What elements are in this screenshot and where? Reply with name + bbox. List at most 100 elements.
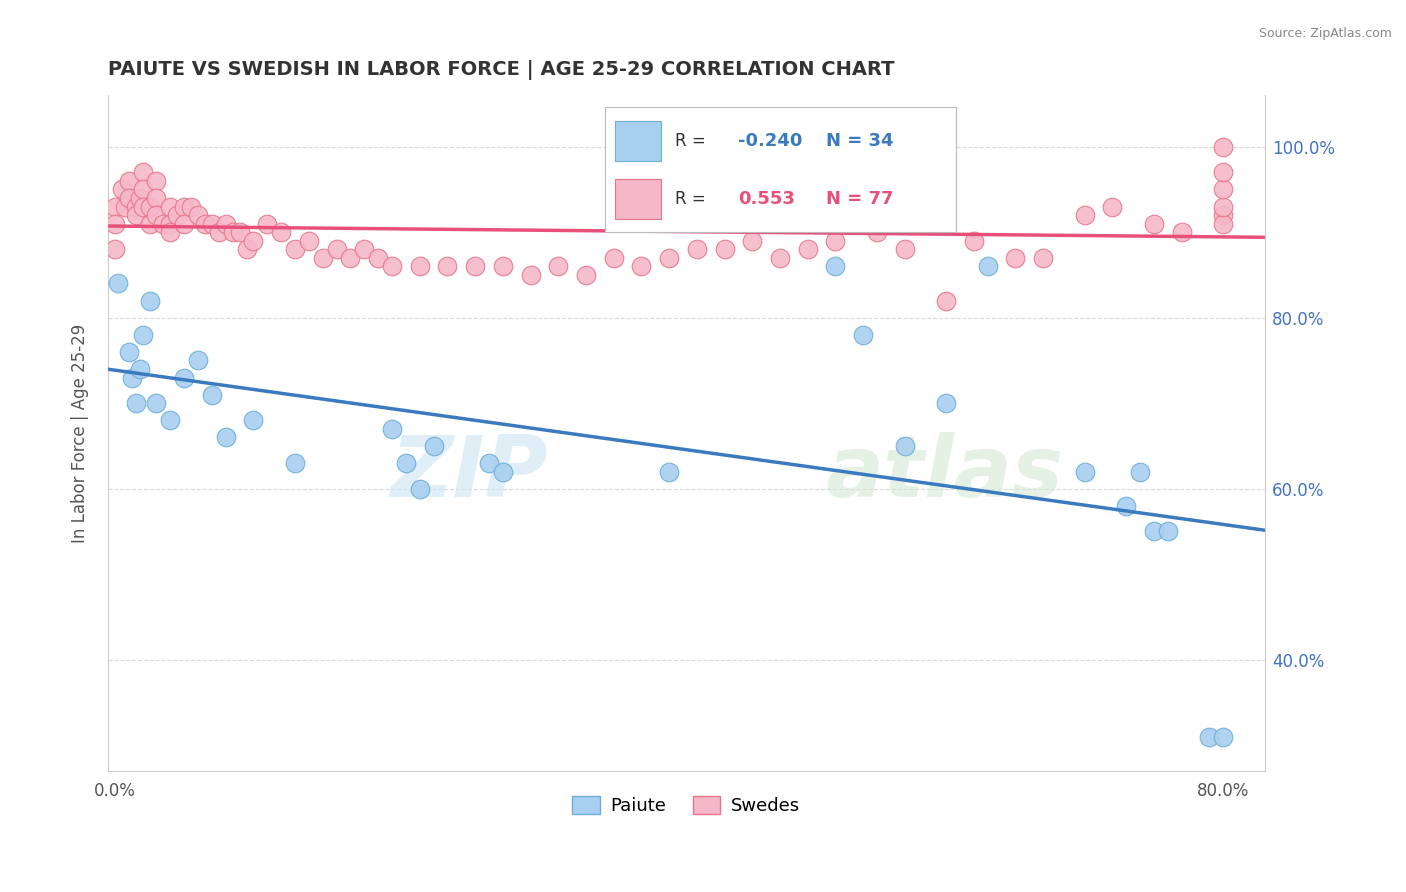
Point xyxy=(381,422,404,436)
Point xyxy=(325,242,347,256)
Point xyxy=(436,260,458,274)
Point xyxy=(963,234,986,248)
Point xyxy=(824,260,846,274)
Point xyxy=(1212,217,1234,231)
Point xyxy=(686,242,709,256)
Point xyxy=(118,174,141,188)
Point xyxy=(284,242,307,256)
Point xyxy=(602,251,624,265)
Point xyxy=(519,268,541,282)
Point xyxy=(138,200,160,214)
Point xyxy=(228,225,250,239)
Point xyxy=(367,251,389,265)
Point xyxy=(935,396,957,410)
Point xyxy=(935,293,957,308)
Point xyxy=(166,208,188,222)
Point xyxy=(187,353,209,368)
Point xyxy=(1073,208,1095,222)
Point xyxy=(235,242,257,256)
Point xyxy=(104,217,127,231)
Text: -0.240: -0.240 xyxy=(738,132,803,150)
Point xyxy=(107,277,129,291)
Point xyxy=(547,260,569,274)
Point xyxy=(1101,200,1123,214)
Point xyxy=(145,208,167,222)
Point xyxy=(201,387,224,401)
Point xyxy=(893,439,915,453)
Point xyxy=(464,260,486,274)
Point xyxy=(630,260,652,274)
Point xyxy=(111,182,134,196)
Text: PAIUTE VS SWEDISH IN LABOR FORCE | AGE 25-29 CORRELATION CHART: PAIUTE VS SWEDISH IN LABOR FORCE | AGE 2… xyxy=(108,60,894,79)
Point xyxy=(312,251,335,265)
Point xyxy=(1212,730,1234,744)
Point xyxy=(173,200,195,214)
Point xyxy=(478,456,501,470)
Point xyxy=(1212,208,1234,222)
Point xyxy=(118,344,141,359)
Point xyxy=(1157,524,1180,539)
Point xyxy=(1115,499,1137,513)
Text: R =: R = xyxy=(675,132,711,150)
Point xyxy=(145,174,167,188)
Point xyxy=(128,191,150,205)
Point xyxy=(173,217,195,231)
Point xyxy=(128,362,150,376)
Text: atlas: atlas xyxy=(825,432,1063,515)
Point xyxy=(194,217,217,231)
Point xyxy=(270,225,292,239)
Point xyxy=(852,327,875,342)
Point xyxy=(159,217,181,231)
Bar xyxy=(616,179,661,219)
Point xyxy=(1198,730,1220,744)
Point xyxy=(381,260,404,274)
Point xyxy=(1212,139,1234,153)
Point xyxy=(118,191,141,205)
Point xyxy=(713,242,735,256)
Point xyxy=(1143,217,1166,231)
Point xyxy=(131,182,153,196)
Text: Source: ZipAtlas.com: Source: ZipAtlas.com xyxy=(1258,27,1392,40)
Point xyxy=(187,208,209,222)
Point xyxy=(339,251,361,265)
Point xyxy=(284,456,307,470)
Text: ZIP: ZIP xyxy=(389,432,547,515)
Point xyxy=(125,396,148,410)
Point xyxy=(824,234,846,248)
Point xyxy=(866,225,889,239)
Point xyxy=(1073,465,1095,479)
Point xyxy=(104,200,127,214)
Point xyxy=(1129,465,1152,479)
Point xyxy=(422,439,444,453)
Point xyxy=(159,200,181,214)
Point xyxy=(201,217,224,231)
Point xyxy=(145,396,167,410)
Point xyxy=(145,191,167,205)
Point xyxy=(180,200,202,214)
Point xyxy=(159,225,181,239)
Point xyxy=(796,242,818,256)
Point xyxy=(1170,225,1192,239)
Point xyxy=(1143,524,1166,539)
Point xyxy=(256,217,278,231)
Point xyxy=(769,251,792,265)
Point xyxy=(492,260,515,274)
Point xyxy=(131,165,153,179)
Point xyxy=(114,200,136,214)
Point xyxy=(409,482,432,496)
Point xyxy=(409,260,432,274)
Point xyxy=(1212,182,1234,196)
Point xyxy=(893,242,915,256)
Point xyxy=(215,217,238,231)
Point xyxy=(131,327,153,342)
Point xyxy=(1004,251,1026,265)
Point xyxy=(159,413,181,427)
Y-axis label: In Labor Force | Age 25-29: In Labor Force | Age 25-29 xyxy=(72,324,89,542)
Point xyxy=(741,234,763,248)
Text: N = 77: N = 77 xyxy=(827,191,894,209)
Point xyxy=(208,225,231,239)
Legend: Paiute, Swedes: Paiute, Swedes xyxy=(565,789,807,822)
Point xyxy=(104,242,127,256)
Point xyxy=(131,200,153,214)
Point xyxy=(125,208,148,222)
